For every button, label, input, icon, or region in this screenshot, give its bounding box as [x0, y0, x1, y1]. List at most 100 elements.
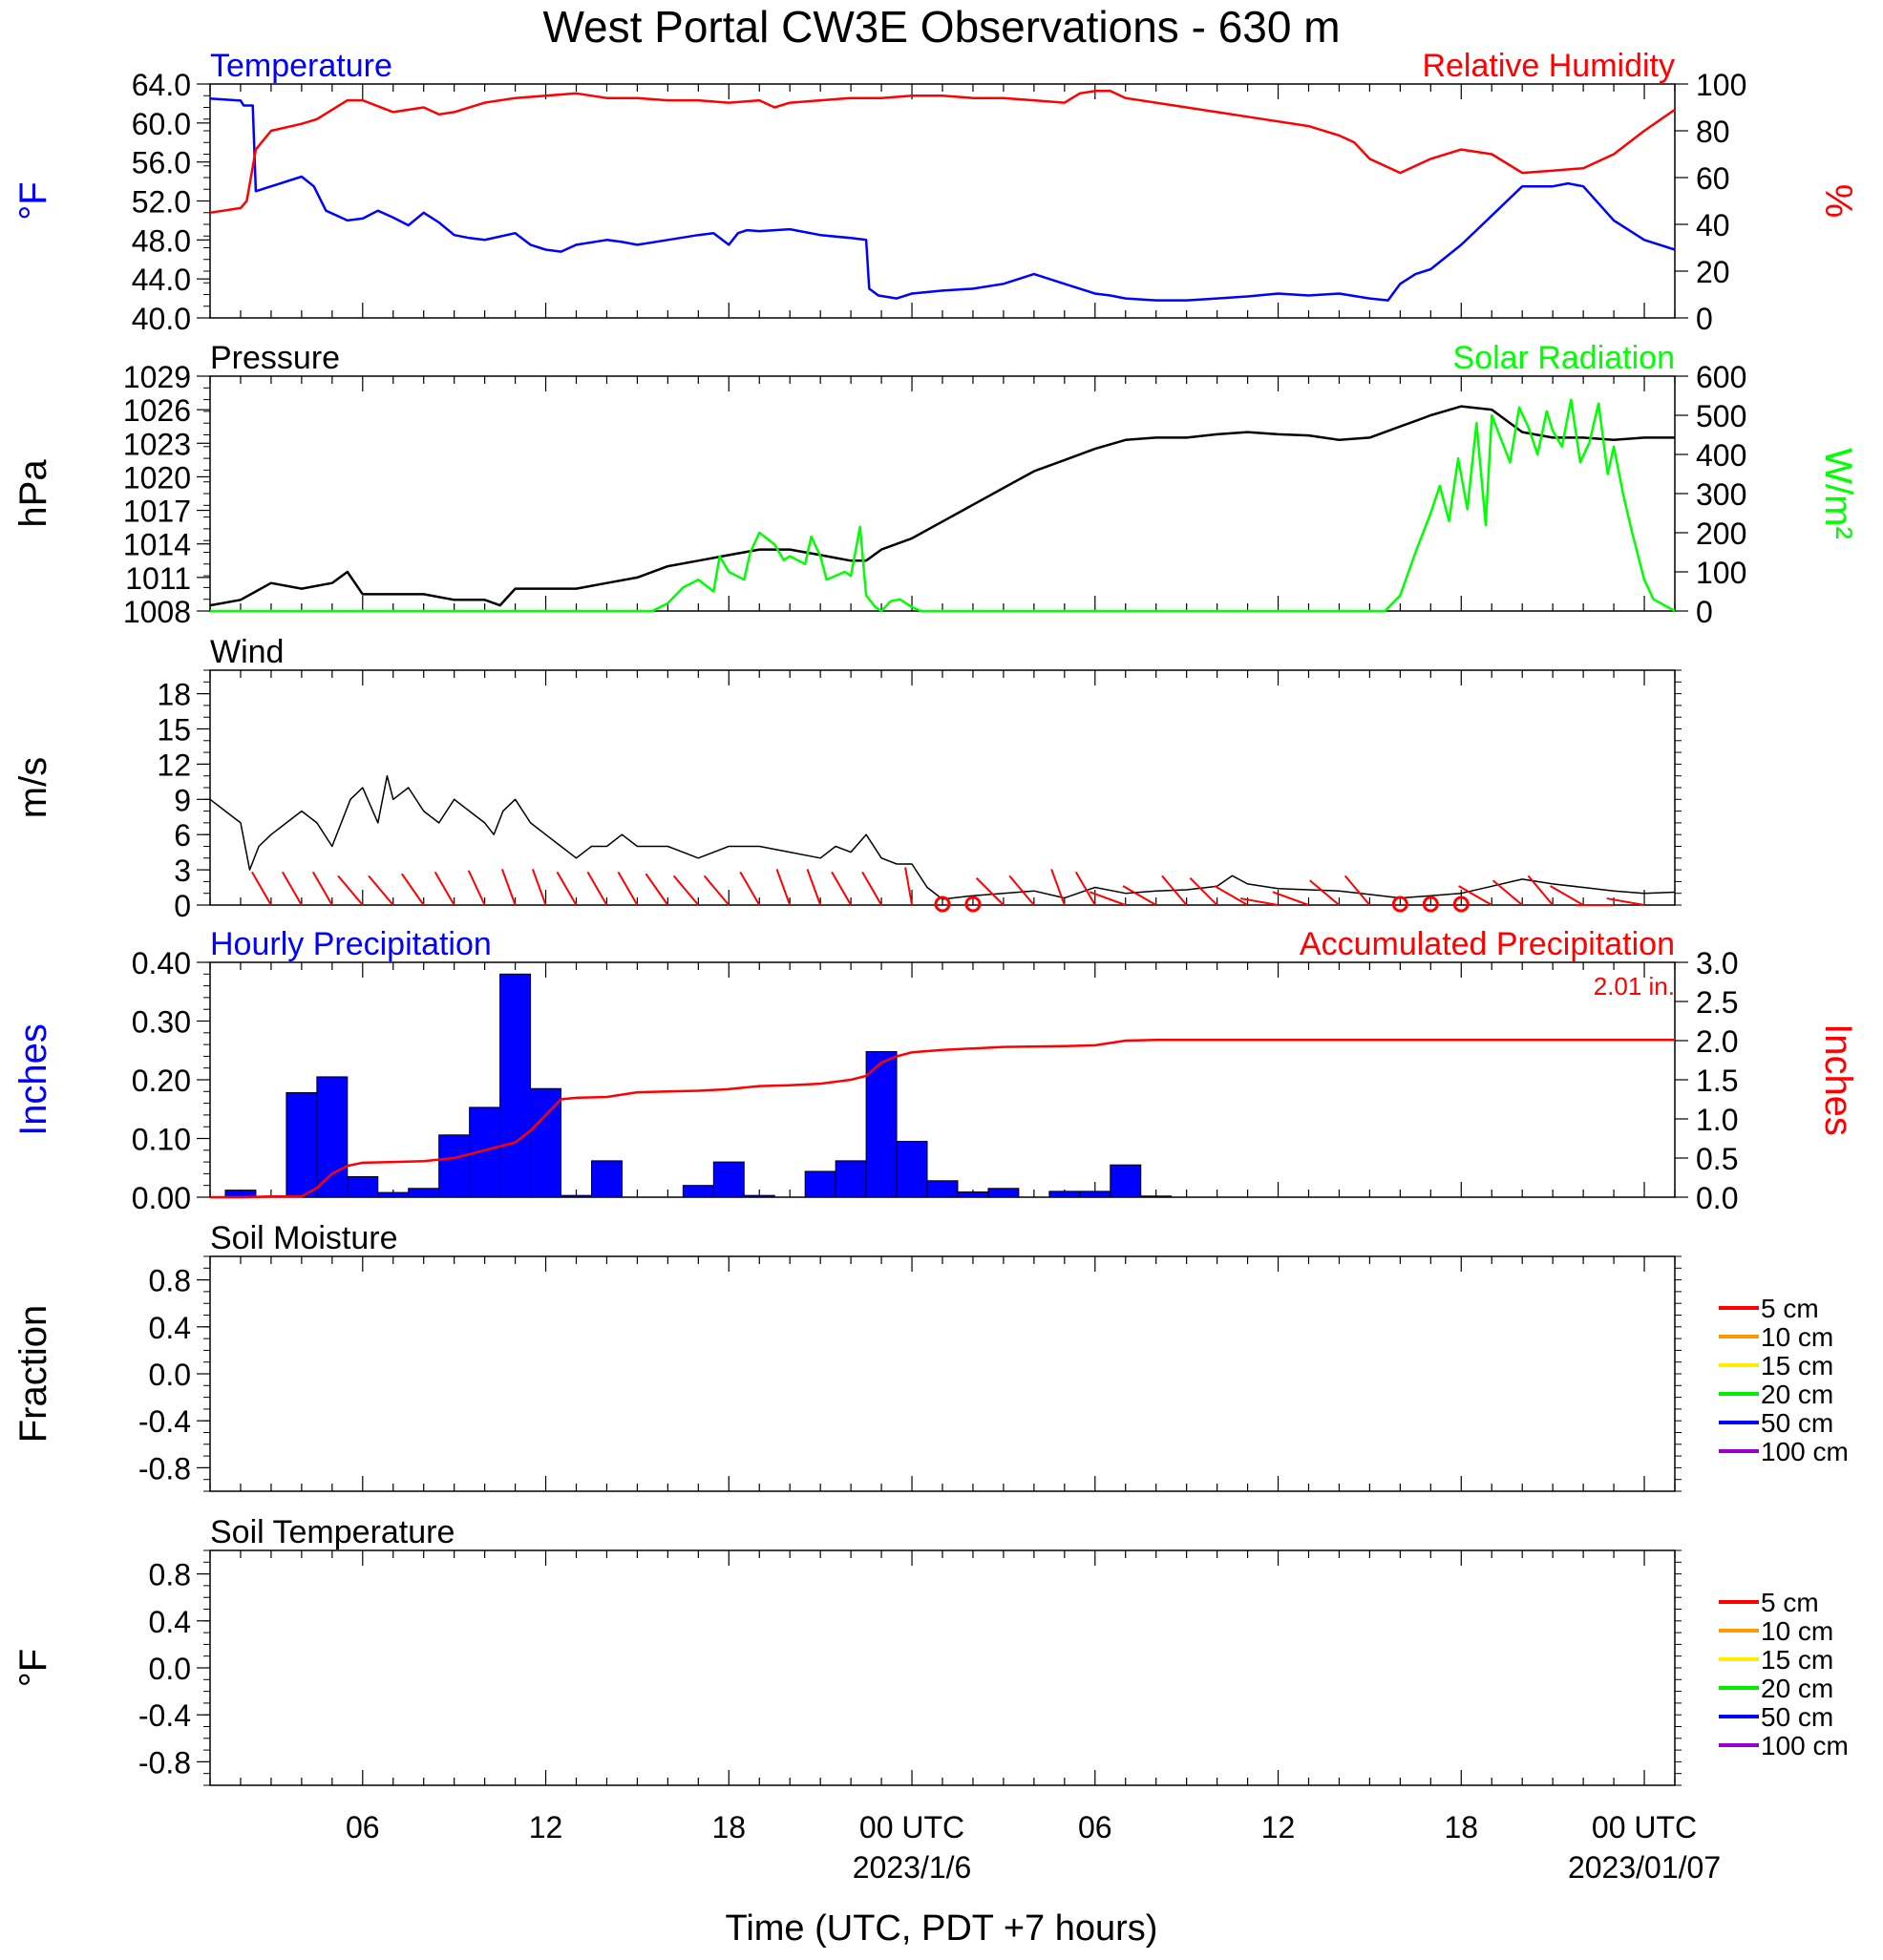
x-date-label: 2023/01/07: [1568, 1850, 1721, 1885]
precip-bar: [1048, 1191, 1081, 1198]
wind-barb: [531, 869, 547, 906]
y-tick-label-left: 0.30: [132, 1005, 191, 1040]
plot-frame: [209, 961, 1676, 1198]
y-tick-label-left: 1008: [123, 595, 191, 629]
plot-frame: [209, 1255, 1676, 1492]
wind-barb: [1189, 877, 1218, 906]
y-tick-label-left: 52.0: [132, 185, 191, 220]
x-tick-label: 00 UTC: [859, 1810, 964, 1844]
y-tick-label-right: 2.5: [1696, 985, 1738, 1020]
plot-frame: [209, 669, 1676, 906]
y-tick-label-left: 56.0: [132, 146, 191, 180]
y-tick-label-left: 0.8: [149, 1558, 191, 1592]
y-tick-label-left: 15: [157, 713, 191, 748]
precip-bar: [408, 1188, 440, 1198]
precip-bar: [835, 1160, 867, 1198]
wind-barb: [1214, 885, 1249, 906]
precip-bar: [590, 1160, 623, 1198]
panel-title-left: Hourly Precipitation: [210, 926, 492, 962]
y-tick-label-left: -0.4: [138, 1404, 191, 1439]
y-tick-label-left: 60.0: [132, 107, 191, 141]
x-tick-label: 06: [1078, 1810, 1112, 1844]
y-tick-label-left: 0.4: [149, 1311, 191, 1345]
plot-frame: [209, 1549, 1676, 1786]
wind-barb: [1089, 891, 1127, 906]
precip-bar: [316, 1076, 349, 1198]
y-tick-label-left: -0.8: [138, 1451, 191, 1486]
panel-title-right: Relative Humidity: [1422, 48, 1675, 84]
y-tick-label-left: 64.0: [132, 68, 191, 102]
y-axis-label-left: Fraction: [12, 1305, 54, 1444]
y-tick-label-left: 1023: [123, 427, 191, 461]
wind-barb: [1239, 897, 1279, 906]
y-tick-label-right: 1.0: [1696, 1103, 1738, 1137]
y-tick-label-left: 0.00: [132, 1181, 191, 1215]
y-tick-label-right: 500: [1696, 399, 1746, 433]
precip-bar: [561, 1194, 592, 1198]
y-tick-label-right: 0.0: [1696, 1181, 1738, 1215]
y-tick-label-left: 9: [174, 783, 191, 817]
y-tick-label-right: 600: [1696, 360, 1746, 394]
wind-calm-marker: [1452, 896, 1470, 913]
wind-barb: [672, 875, 700, 906]
wind-barb: [1008, 875, 1035, 906]
wind-barb: [368, 875, 394, 906]
y-axis-label-left: °F: [12, 1649, 54, 1687]
x-axis-title: Time (UTC, PDT +7 hours): [726, 1908, 1158, 1949]
y-tick-label-right: 80: [1696, 115, 1730, 149]
y-tick-label-right: 0: [1696, 302, 1713, 336]
wind-barb: [831, 871, 852, 906]
y-tick-label-left: 12: [157, 748, 191, 782]
y-axis-label-left: hPa: [12, 459, 54, 528]
y-tick-label-left: 48.0: [132, 223, 191, 258]
y-tick-label-right: 300: [1696, 477, 1746, 512]
y-axis-label-left: Inches: [12, 1023, 54, 1136]
legend-label: 100 cm: [1761, 1731, 1849, 1760]
precip-bar: [530, 1087, 562, 1198]
wind-barb: [556, 871, 578, 906]
y-tick-label-right: 40: [1696, 208, 1730, 242]
y-tick-label-left: -0.8: [138, 1745, 191, 1780]
panel-temp_rh: 40.0 44.0 48.052.0 56.0 60.0 64.0 0 20 40 60 80 100…: [12, 48, 1859, 336]
y-tick-label-right: 0.5: [1696, 1142, 1738, 1176]
precip-bar: [377, 1191, 410, 1198]
wind-barb: [904, 867, 914, 906]
x-axis: 06 12 18 00 UTC 06 12 18 00 UTC 2023/1/6 2023/01/…: [346, 1810, 1721, 1885]
y-tick-label-left: 0.8: [149, 1264, 191, 1298]
legend-label: 5 cm: [1761, 1588, 1819, 1617]
precip-bar: [1140, 1195, 1173, 1198]
precip-bar: [438, 1134, 471, 1198]
wind-barb: [1122, 885, 1157, 906]
y-tick-label-left: 0.20: [132, 1064, 191, 1098]
y-tick-label-left: 3: [174, 854, 191, 888]
wind-barb: [975, 877, 1005, 906]
wind-calm-marker: [934, 896, 951, 913]
wind-barb: [1527, 875, 1554, 906]
y-tick-label-left: 1014: [123, 528, 191, 562]
y-tick-label-left: 0.0: [149, 1652, 191, 1686]
wind-barb: [775, 869, 792, 906]
x-tick-label: 00 UTC: [1592, 1810, 1697, 1844]
y-tick-label-left: 0.40: [132, 946, 191, 980]
legend-label: 10 cm: [1761, 1616, 1833, 1646]
precip-bar: [499, 973, 532, 1198]
y-axis-label-left: m/s: [12, 757, 54, 818]
series-line-temperature: [209, 97, 1676, 302]
legend-label: 50 cm: [1761, 1408, 1833, 1438]
wind-barb: [1343, 875, 1371, 906]
panel-precip: 0.00 0.10 0.20 0.30 0.40 0.0 0.5 1.0 1.5 2.0 2.5 3.…: [12, 926, 1859, 1215]
wind-barb: [1549, 885, 1584, 906]
wind-barb: [1458, 885, 1492, 906]
y-tick-label-left: 0.0: [149, 1358, 191, 1392]
y-tick-label-left: 0.4: [149, 1605, 191, 1639]
wind-barb: [1161, 875, 1188, 906]
wind-barb: [400, 873, 425, 906]
wind-calm-marker: [1391, 896, 1408, 913]
wind-calm-marker: [964, 896, 982, 913]
wind-barb: [434, 871, 455, 906]
series-line-pressure: [209, 405, 1675, 607]
legend-label: 50 cm: [1761, 1702, 1833, 1732]
wind-barb: [703, 875, 730, 906]
